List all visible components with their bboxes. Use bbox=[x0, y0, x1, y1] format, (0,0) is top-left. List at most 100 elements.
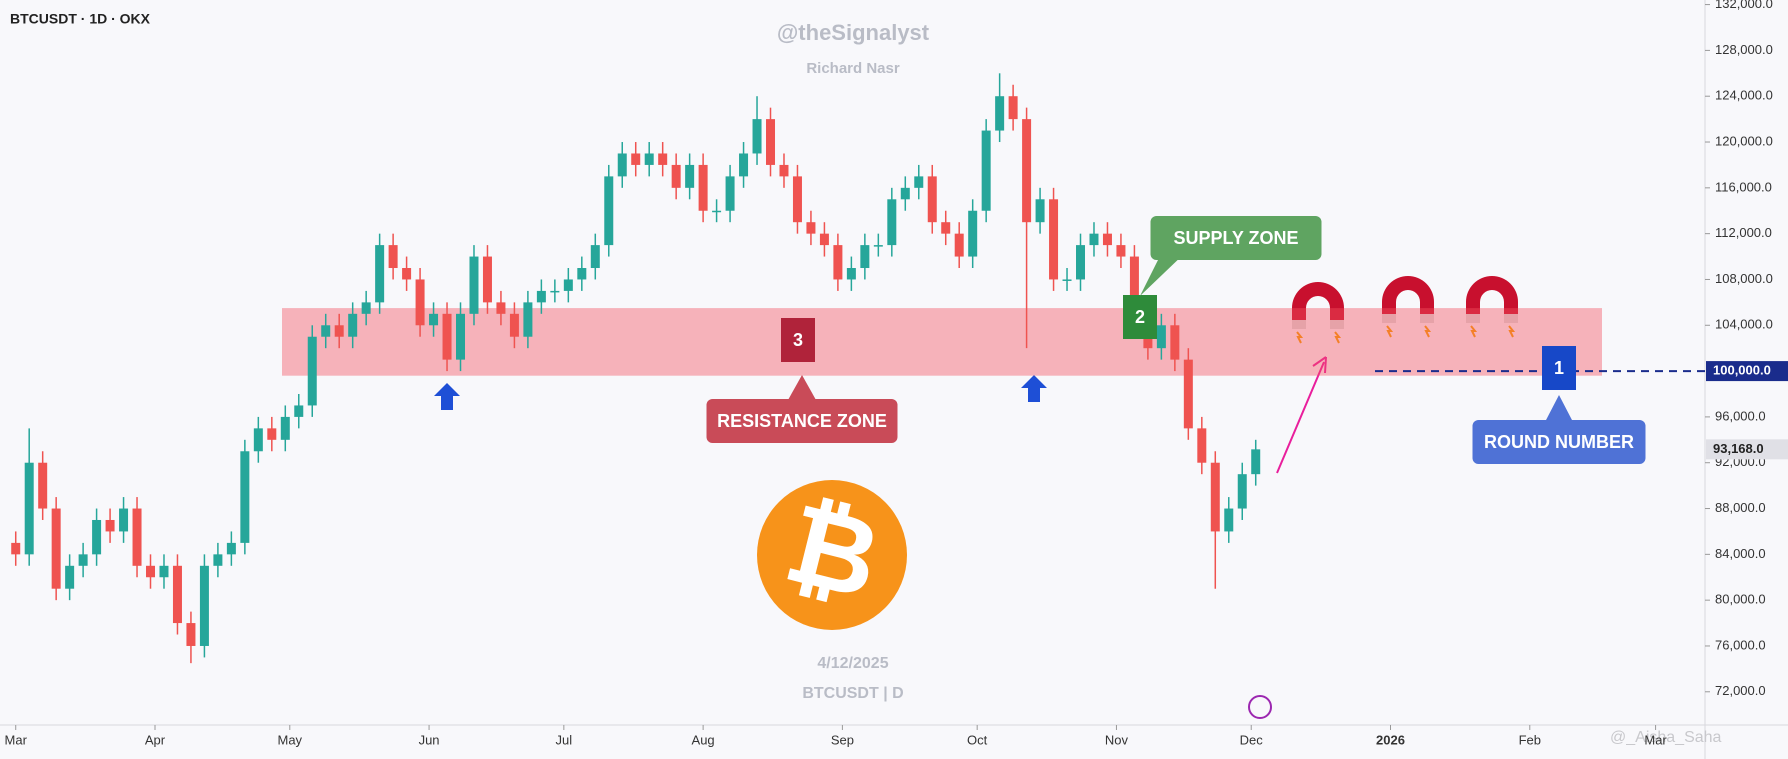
y-tick-label: 72,000.0 bbox=[1715, 683, 1766, 698]
candle-body bbox=[429, 313, 439, 326]
x-tick-label: May bbox=[278, 732, 303, 747]
candle-body bbox=[253, 428, 263, 452]
y-tick-label: 96,000.0 bbox=[1715, 408, 1766, 423]
spark bbox=[1508, 325, 1516, 338]
candle-body bbox=[914, 176, 924, 188]
candle-body bbox=[806, 222, 816, 234]
candle-body bbox=[1102, 233, 1112, 246]
watermark-date: 4/12/2025 bbox=[817, 655, 888, 672]
candle-body bbox=[752, 119, 762, 154]
last-price-tag bbox=[1706, 439, 1788, 460]
up-arrow bbox=[1021, 375, 1047, 402]
candle-body bbox=[119, 508, 129, 532]
candle-body bbox=[671, 164, 681, 188]
last-price-tag-label: 93,168.0 bbox=[1713, 441, 1764, 456]
candle-body bbox=[873, 245, 883, 247]
badge bbox=[1542, 346, 1576, 390]
x-tick-label: Nov bbox=[1105, 732, 1129, 747]
y-tick-label: 128,000.0 bbox=[1715, 42, 1773, 57]
candle-body bbox=[1076, 245, 1086, 280]
candle-body bbox=[1224, 508, 1234, 532]
candle-body bbox=[280, 416, 290, 440]
magnet-tip bbox=[1466, 314, 1480, 323]
candle-body bbox=[536, 290, 546, 303]
candle-body bbox=[1049, 199, 1059, 280]
candle-body bbox=[1116, 245, 1126, 257]
magnet bbox=[1292, 282, 1344, 320]
candle-body bbox=[361, 302, 371, 314]
callout bbox=[1472, 420, 1646, 464]
callout-pointer bbox=[1545, 395, 1573, 422]
y-tick-label: 84,000.0 bbox=[1715, 546, 1766, 561]
callout-pointer bbox=[788, 375, 816, 400]
magnet-tip bbox=[1330, 320, 1344, 329]
magnet-tip bbox=[1420, 314, 1434, 323]
candle-body bbox=[267, 428, 277, 440]
magnet bbox=[1466, 276, 1518, 314]
round-number-tag bbox=[1706, 361, 1788, 382]
candle-body bbox=[92, 519, 102, 555]
candle-body bbox=[819, 233, 829, 246]
candle-body bbox=[415, 279, 425, 326]
x-tick-label: Sep bbox=[831, 732, 854, 747]
chart-title: BTCUSDT · 1D · OKX bbox=[10, 11, 151, 27]
callout-pointer bbox=[1140, 252, 1186, 296]
candle-body bbox=[199, 565, 209, 646]
candle-body bbox=[927, 176, 937, 223]
watermark-handle: @theSignalyst bbox=[777, 20, 930, 45]
candle-body bbox=[995, 96, 1005, 131]
candle-body bbox=[24, 462, 34, 555]
candle-body bbox=[1022, 119, 1032, 223]
badge-label: 1 bbox=[1554, 358, 1564, 378]
candle-body bbox=[712, 210, 722, 213]
candle-body bbox=[846, 268, 856, 280]
candle-body bbox=[240, 451, 250, 543]
candle-body bbox=[482, 256, 492, 303]
candle-body bbox=[739, 153, 749, 177]
spark bbox=[1470, 325, 1478, 338]
candle-body bbox=[1251, 449, 1261, 475]
callout-label: SUPPLY ZONE bbox=[1173, 228, 1298, 248]
candle-body bbox=[159, 565, 169, 578]
y-tick-label: 132,000.0 bbox=[1715, 0, 1773, 11]
spark bbox=[1334, 331, 1342, 344]
spark bbox=[1296, 331, 1304, 344]
callout-label: RESISTANCE ZONE bbox=[717, 411, 887, 431]
candle-body bbox=[1197, 428, 1207, 463]
up-arrow bbox=[434, 383, 460, 410]
round-number-tag-label: 100,000.0 bbox=[1713, 363, 1771, 378]
candle-body bbox=[146, 565, 156, 578]
callout bbox=[706, 399, 898, 443]
magnet bbox=[1382, 276, 1434, 314]
y-tick-label: 116,000.0 bbox=[1715, 179, 1772, 194]
candle-body bbox=[792, 176, 802, 223]
candle-body bbox=[563, 279, 573, 291]
candle-body bbox=[348, 313, 358, 337]
resistance-zone bbox=[282, 308, 1602, 376]
candle-body bbox=[1210, 462, 1220, 532]
magnet-tip bbox=[1292, 320, 1306, 329]
projection-arrow bbox=[1276, 356, 1327, 474]
candle-body bbox=[1156, 325, 1166, 349]
candle-body bbox=[644, 153, 654, 165]
candle-body bbox=[1183, 359, 1193, 429]
x-tick-label: Dec bbox=[1240, 732, 1264, 747]
candle-body bbox=[509, 313, 519, 337]
candle-body bbox=[132, 508, 142, 566]
candle-body bbox=[226, 542, 236, 555]
x-tick-label: Mar bbox=[1644, 732, 1667, 747]
y-tick-label: 112,000.0 bbox=[1715, 225, 1772, 240]
candle-body bbox=[941, 222, 951, 234]
y-tick-label: 120,000.0 bbox=[1715, 133, 1773, 148]
candle-body bbox=[550, 290, 560, 293]
callout bbox=[1150, 216, 1322, 260]
watermark-author: Richard Nasr bbox=[806, 60, 900, 77]
candle-body bbox=[1170, 325, 1180, 360]
y-tick-label: 104,000.0 bbox=[1715, 317, 1773, 332]
candle-body bbox=[860, 245, 870, 269]
y-tick-label: 88,000.0 bbox=[1715, 500, 1766, 515]
candle-body bbox=[658, 153, 668, 165]
